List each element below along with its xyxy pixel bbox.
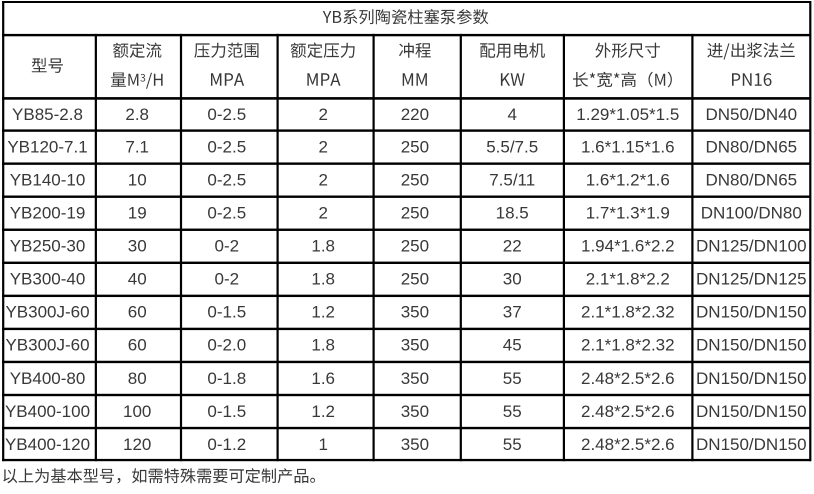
svg-text:2: 2 bbox=[318, 171, 327, 190]
svg-text:2.1*1.8*2.2: 2.1*1.8*2.2 bbox=[586, 270, 670, 289]
svg-text:250: 250 bbox=[401, 171, 429, 190]
svg-text:YB300-40: YB300-40 bbox=[10, 270, 86, 289]
svg-text:DN125/DN100: DN125/DN100 bbox=[696, 237, 807, 256]
svg-text:2: 2 bbox=[318, 137, 327, 156]
svg-text:1.6*1.2*1.6: 1.6*1.2*1.6 bbox=[586, 171, 670, 190]
svg-text:22: 22 bbox=[503, 237, 522, 256]
svg-text:YB300J-60: YB300J-60 bbox=[5, 336, 89, 355]
svg-text:YB400-120: YB400-120 bbox=[5, 435, 90, 454]
svg-text:2.1*1.8*2.32: 2.1*1.8*2.32 bbox=[581, 303, 675, 322]
svg-text:30: 30 bbox=[128, 237, 147, 256]
svg-text:1.2: 1.2 bbox=[311, 402, 335, 421]
svg-text:0-1.5: 0-1.5 bbox=[207, 402, 246, 421]
svg-text:2.48*2.5*2.6: 2.48*2.5*2.6 bbox=[581, 402, 675, 421]
svg-text:DN125/DN125: DN125/DN125 bbox=[696, 270, 807, 289]
svg-text:2.8: 2.8 bbox=[125, 105, 149, 124]
svg-text:0-2.5: 0-2.5 bbox=[207, 204, 246, 223]
svg-text:100: 100 bbox=[123, 402, 151, 421]
svg-text:0-1.8: 0-1.8 bbox=[207, 369, 246, 388]
svg-text:55: 55 bbox=[503, 435, 522, 454]
svg-text:2.48*2.5*2.6: 2.48*2.5*2.6 bbox=[581, 369, 675, 388]
svg-text:5.5/7.5: 5.5/7.5 bbox=[486, 137, 538, 156]
svg-text:37: 37 bbox=[503, 303, 522, 322]
svg-text:0-2.5: 0-2.5 bbox=[207, 171, 246, 190]
svg-text:1.29*1.05*1.5: 1.29*1.05*1.5 bbox=[576, 105, 679, 124]
svg-text:DN150/DN150: DN150/DN150 bbox=[696, 402, 807, 421]
svg-text:4: 4 bbox=[507, 105, 516, 124]
svg-text:1: 1 bbox=[318, 435, 327, 454]
svg-text:1.7*1.3*1.9: 1.7*1.3*1.9 bbox=[586, 204, 670, 223]
svg-text:19: 19 bbox=[128, 204, 147, 223]
svg-text:10: 10 bbox=[128, 171, 147, 190]
svg-text:220: 220 bbox=[401, 105, 429, 124]
svg-text:350: 350 bbox=[401, 336, 429, 355]
svg-text:60: 60 bbox=[128, 303, 147, 322]
svg-text:350: 350 bbox=[401, 435, 429, 454]
svg-text:DN80/DN65: DN80/DN65 bbox=[705, 137, 797, 156]
svg-text:0-2.5: 0-2.5 bbox=[207, 137, 246, 156]
svg-text:30: 30 bbox=[503, 270, 522, 289]
svg-text:YB400-100: YB400-100 bbox=[5, 402, 90, 421]
svg-text:1.2: 1.2 bbox=[311, 303, 335, 322]
svg-text:250: 250 bbox=[401, 137, 429, 156]
svg-text:DN150/DN150: DN150/DN150 bbox=[696, 303, 807, 322]
svg-text:YB140-10: YB140-10 bbox=[10, 171, 86, 190]
svg-text:YB85-2.8: YB85-2.8 bbox=[12, 105, 83, 124]
svg-text:55: 55 bbox=[503, 402, 522, 421]
svg-text:55: 55 bbox=[503, 369, 522, 388]
svg-text:DN50/DN40: DN50/DN40 bbox=[705, 105, 797, 124]
svg-text:DN100/DN80: DN100/DN80 bbox=[701, 204, 802, 223]
svg-text:1.8: 1.8 bbox=[311, 336, 335, 355]
svg-text:250: 250 bbox=[401, 270, 429, 289]
svg-text:0-2.0: 0-2.0 bbox=[207, 336, 246, 355]
svg-text:45: 45 bbox=[503, 336, 522, 355]
svg-text:2: 2 bbox=[318, 204, 327, 223]
svg-text:1.6: 1.6 bbox=[311, 369, 335, 388]
svg-text:0-2.5: 0-2.5 bbox=[207, 105, 246, 124]
svg-text:DN80/DN65: DN80/DN65 bbox=[705, 171, 797, 190]
svg-text:80: 80 bbox=[128, 369, 147, 388]
svg-text:2: 2 bbox=[318, 105, 327, 124]
svg-text:350: 350 bbox=[401, 402, 429, 421]
svg-text:1.8: 1.8 bbox=[311, 237, 335, 256]
svg-text:2.1*1.8*2.32: 2.1*1.8*2.32 bbox=[581, 336, 675, 355]
svg-text:DN150/DN150: DN150/DN150 bbox=[696, 336, 807, 355]
svg-text:YB250-30: YB250-30 bbox=[10, 237, 86, 256]
svg-text:120: 120 bbox=[123, 435, 151, 454]
svg-text:60: 60 bbox=[128, 336, 147, 355]
svg-text:250: 250 bbox=[401, 204, 429, 223]
svg-text:1.6*1.15*1.6: 1.6*1.15*1.6 bbox=[581, 137, 675, 156]
svg-text:0-1.5: 0-1.5 bbox=[207, 303, 246, 322]
svg-text:350: 350 bbox=[401, 303, 429, 322]
svg-text:350: 350 bbox=[401, 369, 429, 388]
svg-text:2.48*2.5*2.6: 2.48*2.5*2.6 bbox=[581, 435, 675, 454]
svg-text:250: 250 bbox=[401, 237, 429, 256]
svg-text:YB120-7.1: YB120-7.1 bbox=[7, 137, 87, 156]
svg-text:0-2: 0-2 bbox=[215, 237, 240, 256]
svg-text:0-2: 0-2 bbox=[215, 270, 240, 289]
svg-text:DN150/DN150: DN150/DN150 bbox=[696, 369, 807, 388]
svg-text:7.1: 7.1 bbox=[125, 137, 149, 156]
svg-text:40: 40 bbox=[128, 270, 147, 289]
svg-text:7.5/11: 7.5/11 bbox=[489, 171, 535, 190]
svg-text:YB400-80: YB400-80 bbox=[10, 369, 86, 388]
svg-text:DN150/DN150: DN150/DN150 bbox=[696, 435, 807, 454]
svg-text:YB300J-60: YB300J-60 bbox=[5, 303, 89, 322]
svg-text:YB200-19: YB200-19 bbox=[10, 204, 86, 223]
svg-text:0-1.2: 0-1.2 bbox=[207, 435, 246, 454]
svg-text:1.94*1.6*2.2: 1.94*1.6*2.2 bbox=[581, 237, 675, 256]
svg-text:1.8: 1.8 bbox=[311, 270, 335, 289]
svg-text:18.5: 18.5 bbox=[496, 204, 529, 223]
